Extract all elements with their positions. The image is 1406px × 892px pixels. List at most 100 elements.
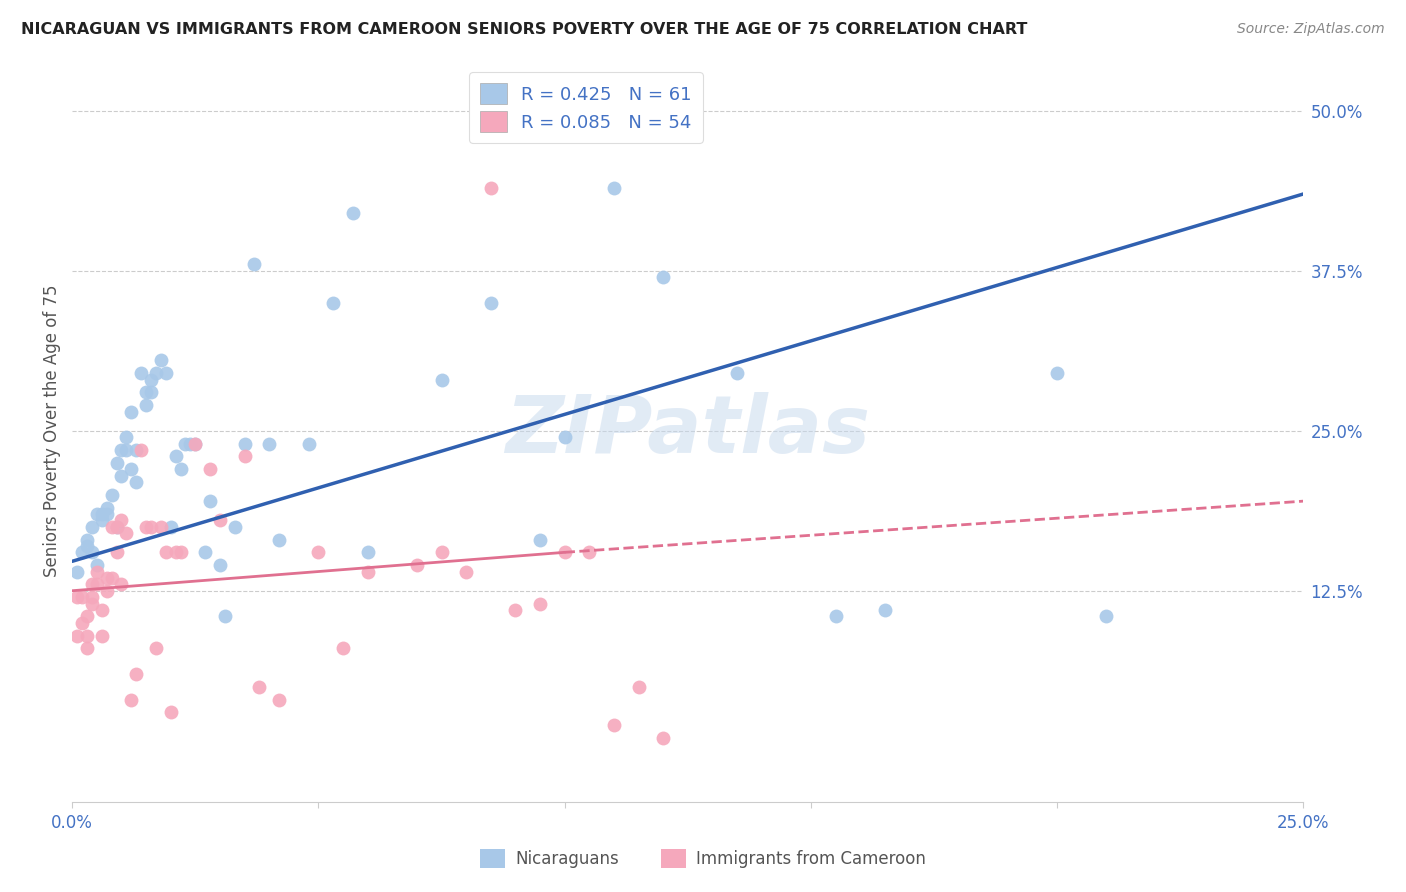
Point [100,488,122,502]
Point [66,628,89,642]
Point [80,545,103,559]
Point [90,628,112,642]
Point [159,520,181,534]
Point [110,468,132,483]
Point [145,641,167,656]
Point [76,628,98,642]
Point [332,641,354,656]
Point [96,507,118,521]
Point [554,545,576,559]
Point [105,520,128,534]
Point [139,373,162,387]
Point [194,545,217,559]
Point [824,609,846,624]
Point [233,450,256,464]
Point [135,385,157,400]
Point [430,545,453,559]
Point [257,436,280,450]
Point [115,430,138,444]
Point [267,692,290,706]
Point [603,180,626,194]
Point [70,590,93,604]
Point [456,565,478,579]
Point [105,545,128,559]
Point [155,366,177,380]
Legend: R = 0.425   N = 61, R = 0.085   N = 54: R = 0.425 N = 61, R = 0.085 N = 54 [470,72,703,143]
Point [165,545,187,559]
Point [165,450,187,464]
Point [66,565,89,579]
Point [155,545,177,559]
Point [479,295,502,310]
Point [208,558,231,573]
Point [406,558,429,573]
Point [70,545,93,559]
Point [307,545,329,559]
Point [86,577,108,591]
Point [96,571,118,585]
Point [174,436,197,450]
Point [90,507,112,521]
Point [479,180,502,194]
Point [76,609,98,624]
Point [96,500,118,515]
Point [110,513,132,527]
Point [86,558,108,573]
Text: Source: ZipAtlas.com: Source: ZipAtlas.com [1237,22,1385,37]
Point [214,609,236,624]
Point [135,520,157,534]
Point [125,442,148,457]
Point [430,373,453,387]
Point [125,667,148,681]
Point [115,526,138,541]
Point [357,565,380,579]
Point [149,520,172,534]
Legend: Nicaraguans, Immigrants from Cameroon: Nicaraguans, Immigrants from Cameroon [474,842,932,875]
Point [86,565,108,579]
Point [198,462,221,476]
Point [100,520,122,534]
Point [603,718,626,732]
Point [76,533,98,547]
Point [169,462,191,476]
Point [243,257,266,271]
Point [125,475,148,489]
Point [554,430,576,444]
Point [198,494,221,508]
Point [873,603,896,617]
Point [208,513,231,527]
Point [90,603,112,617]
Point [1046,366,1069,380]
Point [100,571,122,585]
Point [105,520,128,534]
Point [505,603,527,617]
Point [139,520,162,534]
Point [80,577,103,591]
Point [578,545,600,559]
Point [159,706,181,720]
Point [247,680,270,694]
Point [184,436,207,450]
Point [129,442,152,457]
Point [342,206,364,220]
Point [66,590,89,604]
Point [80,590,103,604]
Point [139,385,162,400]
Point [627,680,650,694]
Point [725,366,748,380]
Y-axis label: Seniors Poverty Over the Age of 75: Seniors Poverty Over the Age of 75 [44,285,60,577]
Point [120,404,142,418]
Point [80,520,103,534]
Point [76,641,98,656]
Point [652,731,675,745]
Point [149,353,172,368]
Point [96,583,118,598]
Point [1095,609,1118,624]
Point [76,539,98,553]
Point [135,398,157,412]
Point [110,442,132,457]
Point [179,436,201,450]
Point [120,462,142,476]
Point [169,545,191,559]
Point [115,442,138,457]
